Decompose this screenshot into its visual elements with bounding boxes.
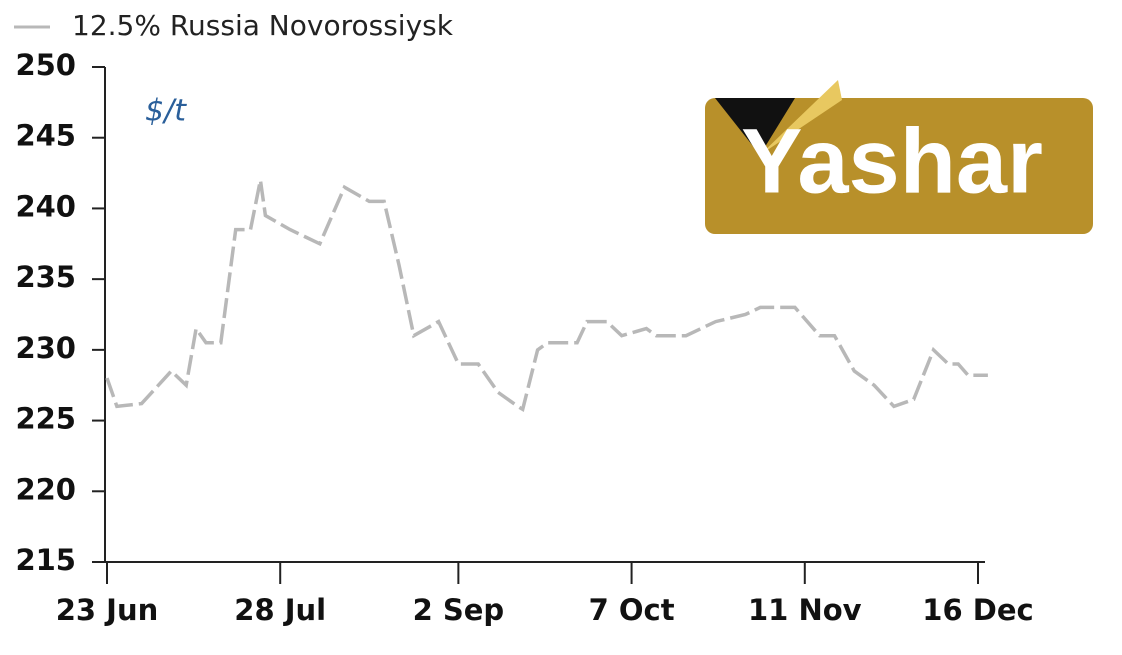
- y-tick-label: 250: [15, 48, 76, 82]
- logo-triangle: [715, 98, 795, 155]
- x-tick-label: 11 Nov: [748, 593, 862, 627]
- y-tick-label: 220: [15, 472, 76, 506]
- x-tick-label: 28 Jul: [234, 593, 326, 627]
- y-tick-label: 225: [15, 402, 76, 436]
- logo-text: Yashar: [741, 110, 1043, 212]
- series-line: [105, 179, 988, 413]
- logo-flash: [760, 80, 842, 155]
- y-tick-label: 240: [15, 189, 76, 223]
- logo: Yashar: [705, 80, 1093, 234]
- y-axis-label: $/t: [145, 94, 187, 129]
- y-tick-label: 245: [15, 119, 76, 153]
- x-tick-label: 23 Jun: [56, 593, 159, 627]
- y-tick-label: 235: [15, 260, 76, 294]
- legend-label: 12.5% Russia Novorossiysk: [72, 9, 454, 42]
- y-tick-label: 230: [15, 331, 76, 365]
- x-tick-label: 16 Dec: [922, 593, 1033, 627]
- x-tick-label: 2 Sep: [413, 593, 505, 627]
- x-tick-label: 7 Oct: [589, 593, 675, 627]
- logo-background: [705, 98, 1093, 234]
- y-tick-label: 215: [15, 543, 76, 577]
